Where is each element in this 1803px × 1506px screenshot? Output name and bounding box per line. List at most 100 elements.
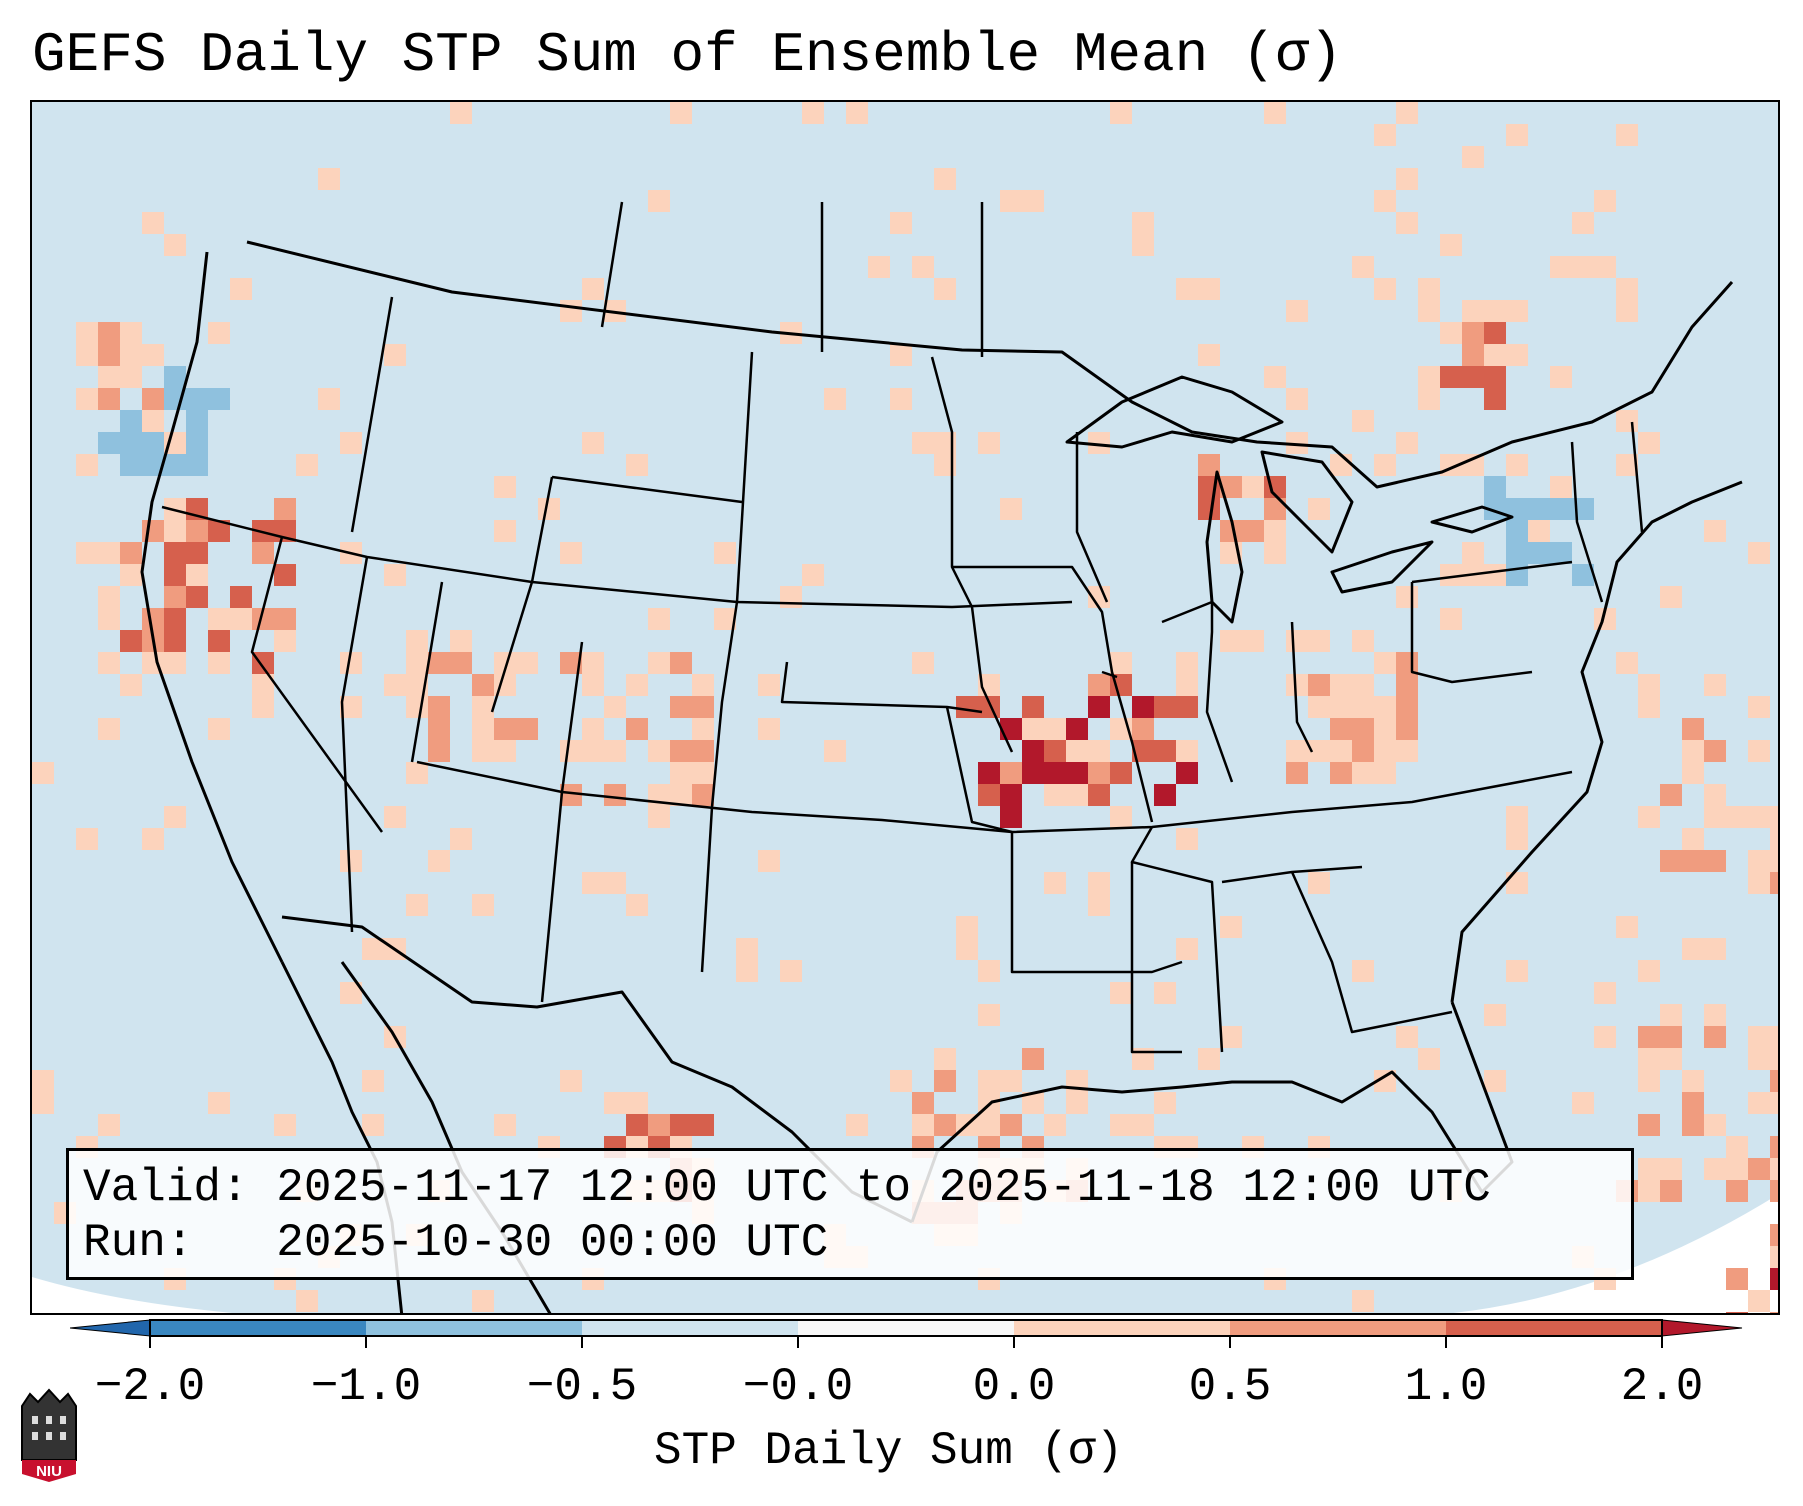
- stp-cell: [1440, 608, 1462, 630]
- stp-cell: [604, 872, 626, 894]
- stp-cell: [560, 784, 582, 806]
- stp-cell: [692, 740, 714, 762]
- map-frame[interactable]: [30, 100, 1780, 1315]
- stp-cell: [1748, 1290, 1770, 1312]
- stp-cell: [1660, 850, 1682, 872]
- stp-cell: [1000, 784, 1022, 806]
- stp-cell: [274, 498, 296, 520]
- stp-cell: [934, 168, 956, 190]
- stp-cell: [1616, 652, 1638, 674]
- stp-cell: [120, 432, 142, 454]
- stp-cell: [1264, 498, 1286, 520]
- stp-cell: [648, 190, 670, 212]
- stp-cell: [120, 454, 142, 476]
- stp-cell: [1044, 1114, 1066, 1136]
- stp-cell: [98, 322, 120, 344]
- stp-cell: [934, 454, 956, 476]
- stp-cell: [648, 740, 670, 762]
- stp-cell: [76, 542, 98, 564]
- stp-cell: [978, 960, 1000, 982]
- stp-cell: [1748, 1092, 1770, 1114]
- stp-cell: [1660, 784, 1682, 806]
- stp-cell: [1066, 784, 1088, 806]
- stp-cell: [1726, 1312, 1748, 1313]
- stp-cell: [76, 828, 98, 850]
- colorbar-tick-label: −1.0: [310, 1361, 422, 1413]
- stp-cell: [1198, 454, 1220, 476]
- stp-cell: [1660, 1158, 1682, 1180]
- stp-cell: [758, 718, 780, 740]
- stp-cell: [164, 586, 186, 608]
- stp-cell: [1286, 630, 1308, 652]
- stp-cell: [296, 1290, 318, 1312]
- stp-cell: [670, 740, 692, 762]
- stp-cell: [98, 586, 120, 608]
- stp-cell: [362, 1114, 384, 1136]
- colorbar-extend-low: [70, 1319, 151, 1337]
- stp-cell: [186, 520, 208, 542]
- stp-cell: [582, 278, 604, 300]
- stp-cell: [208, 322, 230, 344]
- stp-cell: [340, 850, 362, 872]
- stp-cell: [934, 1070, 956, 1092]
- stp-cell: [1242, 476, 1264, 498]
- stp-cell: [1550, 476, 1572, 498]
- stp-cell: [846, 102, 868, 124]
- stp-cell: [274, 608, 296, 630]
- stp-cell: [1770, 1180, 1778, 1202]
- stp-cell: [626, 1114, 648, 1136]
- stp-cell: [1506, 806, 1528, 828]
- stp-cell: [428, 850, 450, 872]
- stp-cell: [626, 674, 648, 696]
- stp-cell: [890, 388, 912, 410]
- stp-cell: [1264, 366, 1286, 388]
- stp-cell: [120, 542, 142, 564]
- stp-cell: [1022, 762, 1044, 784]
- stp-cell: [1088, 740, 1110, 762]
- stp-cell: [274, 630, 296, 652]
- stp-cell: [142, 608, 164, 630]
- stp-cell: [1022, 718, 1044, 740]
- stp-cell: [120, 322, 142, 344]
- stp-cell: [1330, 740, 1352, 762]
- stp-cell: [1462, 300, 1484, 322]
- stp-cell: [1352, 762, 1374, 784]
- stp-cell: [340, 982, 362, 1004]
- stp-cell: [1286, 762, 1308, 784]
- stp-cell: [230, 608, 252, 630]
- stp-cell: [670, 102, 692, 124]
- stp-cell: [1506, 520, 1528, 542]
- stp-cell: [912, 1114, 934, 1136]
- stp-cell: [1528, 542, 1550, 564]
- colorbar-bin-7: [1446, 1320, 1662, 1336]
- stp-cell: [1220, 520, 1242, 542]
- stp-cell: [1748, 740, 1770, 762]
- stp-cell: [648, 806, 670, 828]
- stp-cell: [1506, 454, 1528, 476]
- stp-cell: [626, 1092, 648, 1114]
- stp-cell: [1374, 1070, 1396, 1092]
- stp-cell: [1088, 762, 1110, 784]
- stp-cell: [1638, 696, 1660, 718]
- stp-cell: [1594, 256, 1616, 278]
- stp-cell: [406, 674, 428, 696]
- stp-cell: [802, 564, 824, 586]
- colorbar-label: STP Daily Sum (σ): [654, 1425, 1124, 1477]
- stp-cell: [560, 300, 582, 322]
- stp-cell: [1440, 564, 1462, 586]
- stp-cell: [912, 256, 934, 278]
- stp-cell: [76, 454, 98, 476]
- stp-cell: [560, 652, 582, 674]
- stp-cell: [1022, 740, 1044, 762]
- stp-cell: [1374, 740, 1396, 762]
- stp-cell: [208, 652, 230, 674]
- stp-cell: [1704, 1114, 1726, 1136]
- stp-cell: [208, 630, 230, 652]
- stp-cell: [164, 564, 186, 586]
- stp-cell: [1088, 696, 1110, 718]
- stp-cell: [1000, 190, 1022, 212]
- stp-cell: [1220, 630, 1242, 652]
- stp-cell: [1572, 1092, 1594, 1114]
- stp-cell: [934, 278, 956, 300]
- stp-cell: [780, 586, 802, 608]
